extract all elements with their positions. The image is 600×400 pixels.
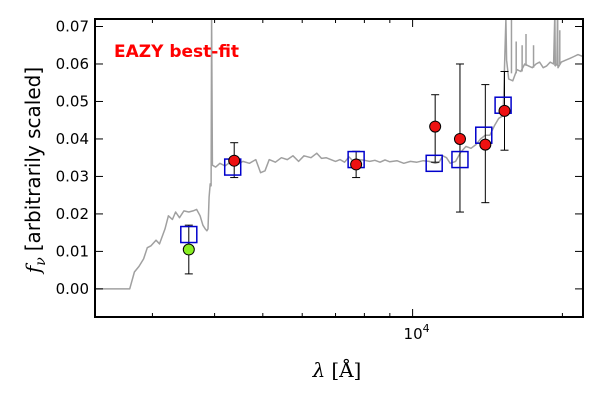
y-tick-label-6: 0.06 xyxy=(56,55,89,73)
model-flux-box-4 xyxy=(451,150,469,169)
y-tick-label-5: 0.05 xyxy=(56,92,89,110)
x-tick-label-1e4: 104 xyxy=(404,322,430,343)
x-axis-label: λ [Å] xyxy=(312,357,362,382)
x-tick-label-exponent: 4 xyxy=(423,322,430,335)
annotation-eazy-best-fit: EAZY best-fit xyxy=(114,42,239,62)
observed-point-1 xyxy=(228,154,241,167)
y-axis-label-text: [arbitrarily scaled] xyxy=(21,67,45,251)
observed-point-0 xyxy=(182,243,195,256)
x-tick-label-base: 10 xyxy=(404,325,423,343)
observed-point-5 xyxy=(479,138,492,151)
observed-point-4 xyxy=(453,132,466,145)
y-tick-label-1: 0.01 xyxy=(56,242,89,260)
y-tick-label-2: 0.02 xyxy=(56,205,89,223)
plot-area xyxy=(95,19,583,290)
observed-point-6 xyxy=(498,104,511,117)
x-axis-label-unit: [Å] xyxy=(331,357,361,382)
y-tick-label-4: 0.04 xyxy=(56,130,89,148)
y-tick-label-7: 0.07 xyxy=(56,17,89,35)
y-axis-label: fν[arbitrarily scaled] xyxy=(21,67,49,275)
model-flux-box-3 xyxy=(425,154,443,173)
x-axis-label-symbol: λ xyxy=(312,358,326,382)
plot-content xyxy=(95,19,583,290)
model-flux-box-0 xyxy=(180,225,198,244)
y-axis-label-subscript: ν xyxy=(33,257,49,266)
observed-point-3 xyxy=(429,120,442,133)
y-tick-label-3: 0.03 xyxy=(56,167,89,185)
y-axis-ticks: 0.00 0.01 0.02 0.03 0.04 0.05 0.06 0.07 xyxy=(56,17,583,298)
y-tick-label-0: 0.00 xyxy=(56,280,89,298)
observed-point-2 xyxy=(350,158,363,171)
plot-frame xyxy=(94,18,584,318)
